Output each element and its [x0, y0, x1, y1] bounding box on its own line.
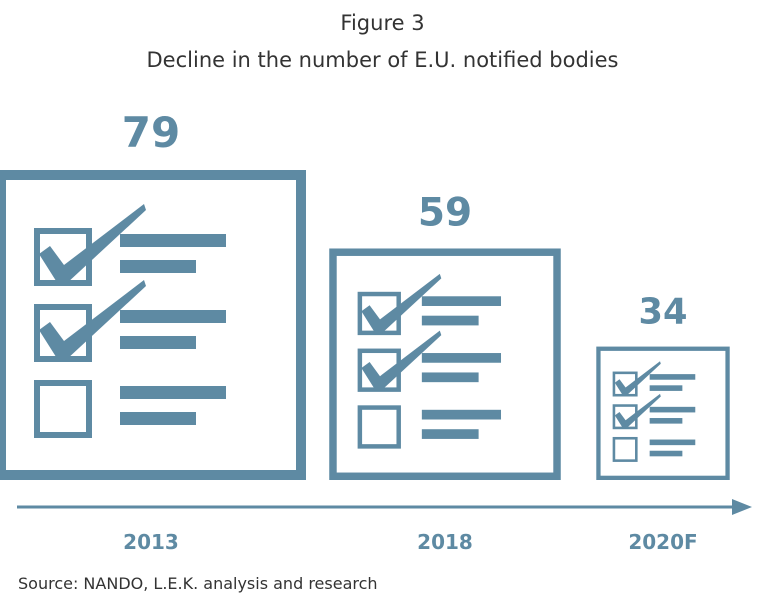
checkmark-icon: [39, 204, 146, 284]
text-line-short: [421, 315, 479, 326]
bar-2018: [329, 248, 561, 480]
checkmark-icon: [39, 280, 146, 360]
category-label: 2013: [123, 530, 179, 554]
text-line-short: [120, 336, 196, 349]
text-line-long: [120, 310, 226, 323]
checkmark-icon: [614, 393, 661, 429]
category-label: 2020F: [628, 530, 697, 554]
text-line-short: [421, 372, 479, 383]
text-line-short: [649, 450, 683, 457]
text-line-short: [649, 385, 683, 391]
category-label: 2018: [417, 530, 473, 554]
checkmark-icon: [361, 273, 442, 334]
text-line-long: [649, 406, 696, 413]
text-line-long: [421, 409, 502, 420]
text-line-long: [120, 386, 226, 399]
text-line-short: [649, 418, 683, 424]
text-line-long: [421, 296, 502, 306]
bar-2013: [0, 170, 306, 480]
data-label: 34: [639, 292, 688, 333]
text-line-short: [120, 412, 196, 425]
text-line-short: [421, 429, 479, 439]
text-line-long: [120, 234, 226, 247]
bar-2020F: [596, 346, 730, 481]
chart-title: Decline in the number of E.U. notified b…: [146, 48, 619, 72]
text-line-short: [120, 260, 196, 273]
timeline-arrowhead: [732, 499, 752, 515]
source-note: Source: NANDO, L.E.K. analysis and resea…: [18, 574, 378, 593]
text-line-long: [421, 353, 502, 363]
chart-marks: 79 2013 59 2018 34 2020F: [0, 108, 730, 554]
checkbox-row-3-2013: [34, 380, 92, 438]
checkbox-row-3-2020F: [612, 436, 638, 462]
checkmark-icon: [614, 361, 661, 396]
chart-canvas: 79 2013 59 2018 34 2020F: [0, 108, 752, 554]
text-line-long: [649, 439, 696, 446]
checkbox-row-3-2018: [357, 405, 401, 449]
data-label: 59: [418, 190, 472, 235]
figure-label: Figure 3: [340, 11, 425, 35]
text-line-long: [649, 374, 696, 380]
checkmark-icon: [361, 330, 442, 391]
data-label: 79: [122, 108, 180, 157]
